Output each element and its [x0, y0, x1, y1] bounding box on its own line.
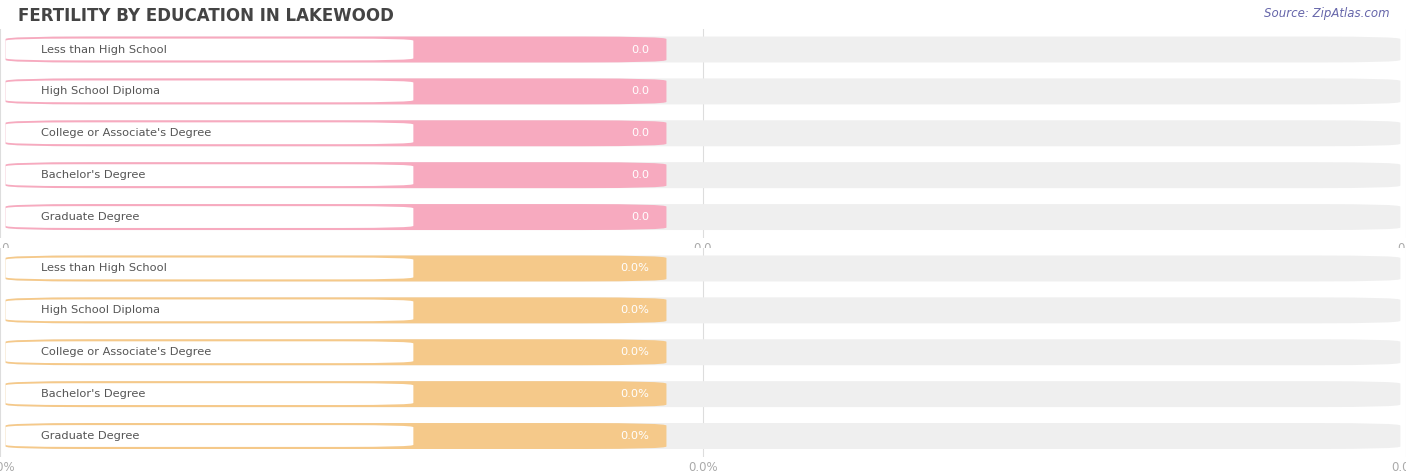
FancyBboxPatch shape — [6, 256, 666, 281]
FancyBboxPatch shape — [6, 341, 413, 363]
FancyBboxPatch shape — [6, 162, 666, 188]
FancyBboxPatch shape — [6, 37, 666, 62]
Text: Bachelor's Degree: Bachelor's Degree — [41, 389, 145, 399]
FancyBboxPatch shape — [6, 120, 1400, 146]
FancyBboxPatch shape — [6, 164, 413, 186]
FancyBboxPatch shape — [6, 258, 413, 279]
Text: 0.0: 0.0 — [631, 44, 650, 55]
Text: 0.0: 0.0 — [631, 86, 650, 97]
FancyBboxPatch shape — [6, 204, 666, 230]
Text: 0.0: 0.0 — [631, 212, 650, 222]
Text: 0.0: 0.0 — [631, 128, 650, 139]
Text: 0.0%: 0.0% — [620, 389, 650, 399]
Text: Bachelor's Degree: Bachelor's Degree — [41, 170, 145, 180]
Text: Graduate Degree: Graduate Degree — [41, 431, 139, 441]
FancyBboxPatch shape — [6, 298, 666, 323]
FancyBboxPatch shape — [6, 425, 413, 447]
Text: 0.0%: 0.0% — [620, 431, 650, 441]
FancyBboxPatch shape — [6, 423, 1400, 449]
Text: Source: ZipAtlas.com: Source: ZipAtlas.com — [1264, 7, 1389, 20]
Text: FERTILITY BY EDUCATION IN LAKEWOOD: FERTILITY BY EDUCATION IN LAKEWOOD — [18, 7, 394, 25]
Text: 0.0%: 0.0% — [620, 263, 650, 274]
Text: High School Diploma: High School Diploma — [41, 305, 160, 316]
Text: 0.0%: 0.0% — [620, 305, 650, 316]
FancyBboxPatch shape — [6, 162, 1400, 188]
FancyBboxPatch shape — [6, 339, 1400, 365]
FancyBboxPatch shape — [6, 381, 1400, 407]
FancyBboxPatch shape — [6, 120, 666, 146]
FancyBboxPatch shape — [6, 256, 1400, 281]
FancyBboxPatch shape — [6, 37, 1400, 62]
FancyBboxPatch shape — [6, 299, 413, 321]
FancyBboxPatch shape — [6, 122, 413, 144]
Text: Less than High School: Less than High School — [41, 263, 167, 274]
Text: College or Associate's Degree: College or Associate's Degree — [41, 347, 211, 357]
FancyBboxPatch shape — [6, 204, 1400, 230]
FancyBboxPatch shape — [6, 381, 666, 407]
FancyBboxPatch shape — [6, 206, 413, 228]
FancyBboxPatch shape — [6, 39, 413, 60]
Text: Less than High School: Less than High School — [41, 44, 167, 55]
Text: High School Diploma: High School Diploma — [41, 86, 160, 97]
Text: Graduate Degree: Graduate Degree — [41, 212, 139, 222]
FancyBboxPatch shape — [6, 80, 413, 102]
FancyBboxPatch shape — [6, 79, 666, 104]
Text: College or Associate's Degree: College or Associate's Degree — [41, 128, 211, 139]
FancyBboxPatch shape — [6, 383, 413, 405]
Text: 0.0: 0.0 — [631, 170, 650, 180]
FancyBboxPatch shape — [6, 423, 666, 449]
FancyBboxPatch shape — [6, 79, 1400, 104]
FancyBboxPatch shape — [6, 298, 1400, 323]
Text: 0.0%: 0.0% — [620, 347, 650, 357]
FancyBboxPatch shape — [6, 339, 666, 365]
